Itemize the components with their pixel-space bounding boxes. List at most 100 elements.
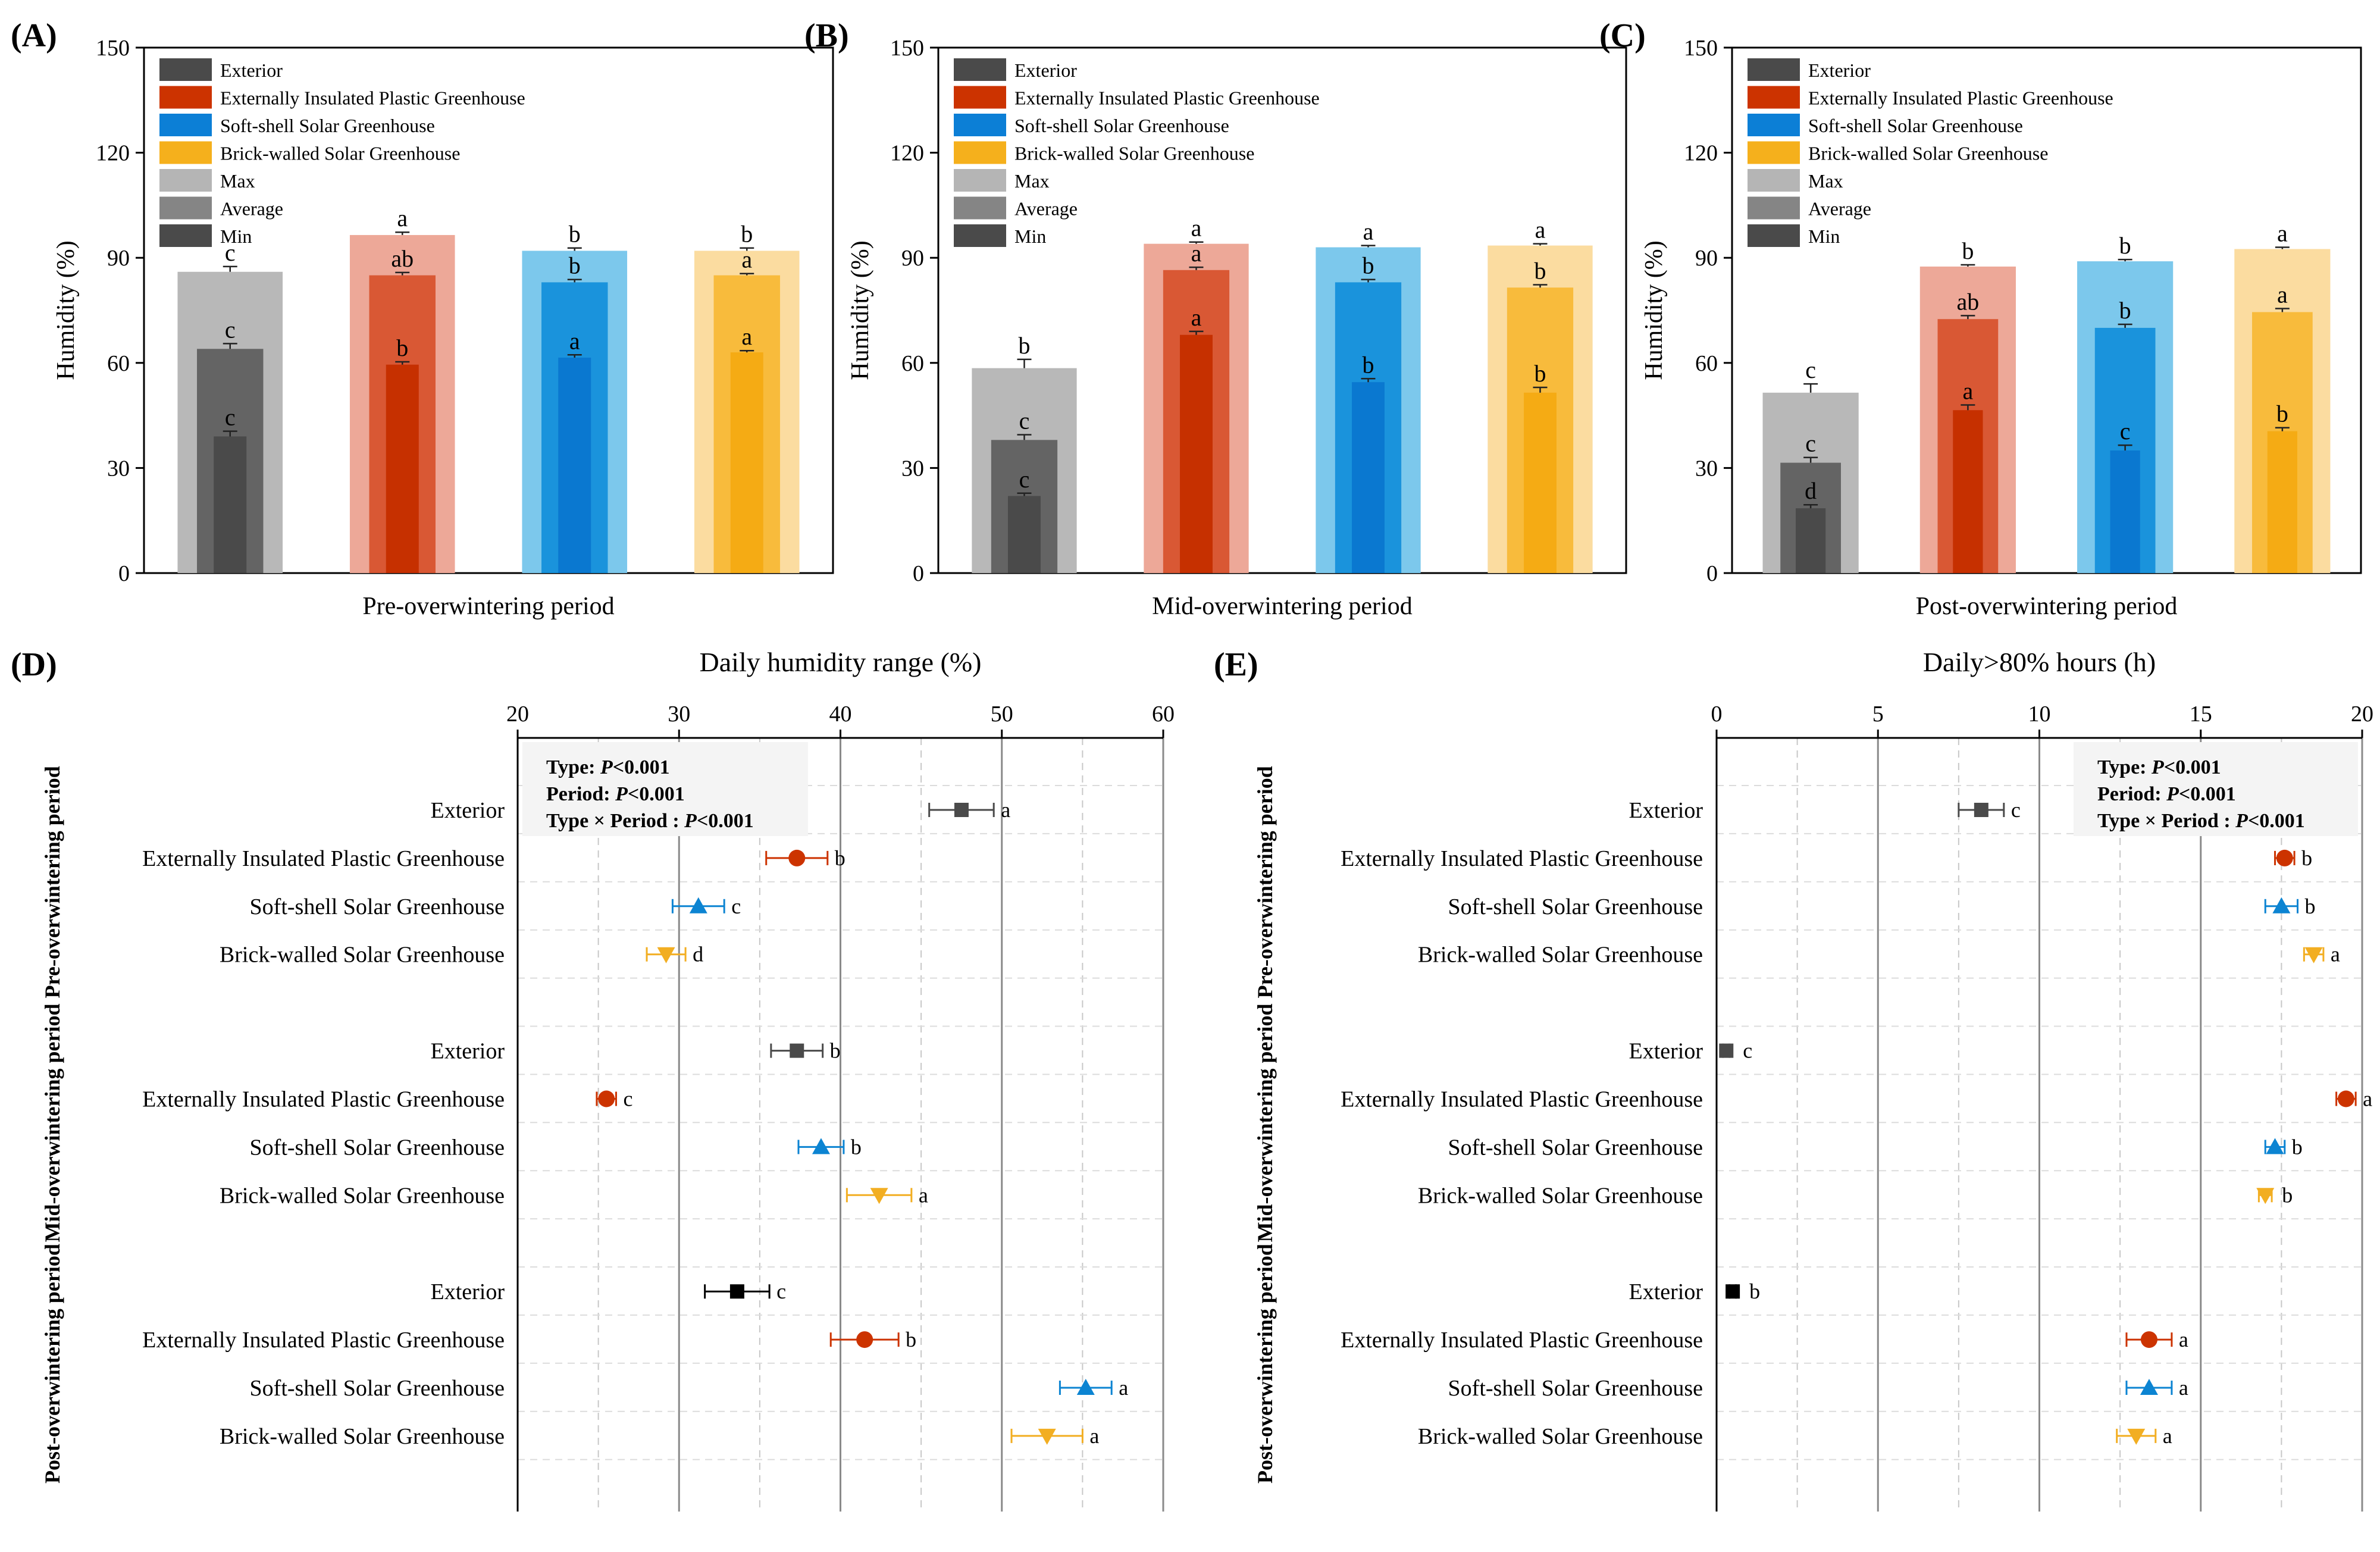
point-group-0: Exterior a Externally Insulated Plastic Gr…	[142, 798, 1010, 968]
legend-label: Externally Insulated Plastic Greenhouse	[1014, 87, 1320, 109]
category-label: Brick-walled Solar Greenhouse	[220, 1424, 505, 1449]
period-labels: Pre-overwintering period Mid-overwinterin…	[40, 766, 64, 1484]
y-tick-label: 90	[107, 246, 130, 271]
x-axis-label: Mid-overwintering period	[1152, 593, 1412, 620]
period-label: Post-overwintering period	[40, 1244, 64, 1484]
significance-letter: a	[2363, 1087, 2372, 1111]
significance-letter: c	[623, 1087, 632, 1111]
significance-letter: a	[2179, 1376, 2188, 1400]
legend-swatch	[1748, 86, 1800, 109]
point-marker	[657, 947, 675, 963]
legend-swatch	[954, 86, 1006, 109]
x-axis-label: Pre-overwintering period	[362, 593, 614, 620]
x-tick-label: 10	[2028, 702, 2051, 727]
legend-swatch	[1748, 58, 1800, 81]
stats-line: Period: P<0.001	[2097, 783, 2236, 805]
category-label: Externally Insulated Plastic Greenhouse	[1341, 846, 1703, 871]
point-marker	[598, 1090, 615, 1107]
category-label: Exterior	[430, 1279, 505, 1304]
bar-group-0: c c c	[177, 239, 283, 573]
significance-letter: a	[397, 205, 408, 231]
bar-min	[1524, 392, 1557, 573]
panel-label: (D)	[11, 646, 57, 683]
legend-label: Brick-walled Solar Greenhouse	[1808, 143, 2048, 164]
bar-panel-b: (B) 0 30 60 90 120 150 Humidity (%) Mid-overwint…	[804, 17, 1627, 620]
point-group-2: Exterior c Externally Insulated Plastic Gr…	[142, 1279, 1128, 1449]
legend-swatch	[1748, 114, 1800, 136]
legend-label: Max	[220, 170, 255, 192]
y-tick-label: 60	[1695, 351, 1718, 376]
scatter-panel-d: (D) Daily humidity range (%) 20 30 40 50 60 Typ…	[11, 646, 1175, 1512]
period-label: Mid-overwintering period	[40, 1003, 64, 1242]
point-marker	[729, 1284, 744, 1299]
point-marker	[2272, 897, 2291, 913]
legend-label: Average	[1014, 198, 1078, 220]
point-marker	[2256, 1188, 2275, 1204]
x-tick-label: 60	[1152, 702, 1175, 727]
bar-min	[386, 364, 419, 573]
legend-label: Average	[1808, 198, 1871, 220]
bar-group-3: baa	[694, 221, 800, 574]
legend: Exterior Externally Insulated Plastic Gre…	[1748, 58, 2113, 247]
legend-label: Brick-walled Solar Greenhouse	[1014, 143, 1254, 164]
point-marker	[1719, 1043, 1734, 1058]
significance-letter: c	[731, 894, 741, 918]
bar-group-2: bb a	[522, 221, 628, 574]
y-tick-label: 150	[96, 36, 130, 61]
bar-panel-c: (C) 0 30 60 90 120 150 Humidity (%) Post-overwin…	[1599, 17, 2362, 620]
point-group-2: Exterior b Externally Insulated Plastic Gr…	[1341, 1279, 2188, 1449]
significance-letter: a	[1119, 1376, 1128, 1400]
legend-swatch	[954, 169, 1006, 192]
panel-label: (A)	[11, 17, 57, 54]
legend-label: Soft-shell Solar Greenhouse	[220, 115, 435, 136]
bar-min	[2110, 450, 2140, 573]
stats-box-bg	[522, 742, 808, 836]
legend-swatch	[159, 58, 212, 81]
legend-swatch	[954, 58, 1006, 81]
significance-letter: a	[1535, 217, 1546, 243]
significance-letter: a	[2277, 281, 2288, 308]
significance-letter: c	[1805, 356, 1816, 383]
category-label: Exterior	[1629, 798, 1703, 823]
period-label: Mid-overwintering period	[1253, 1003, 1277, 1242]
legend-label: Average	[220, 198, 283, 220]
y-tick-label: 30	[1695, 456, 1718, 481]
bar-min	[1008, 496, 1041, 573]
significance-letter: b	[2119, 232, 2131, 259]
stats-line: Type × Period : P<0.001	[546, 810, 754, 832]
significance-letter: a	[741, 323, 752, 350]
y-tick-label: 30	[107, 456, 130, 481]
legend-label: Min	[1808, 226, 1840, 247]
legend-swatch	[159, 141, 212, 164]
bar-group-3: abb	[1488, 217, 1593, 573]
y-tick-label: 150	[890, 36, 924, 61]
x-axis-label: Daily humidity range (%)	[700, 647, 982, 677]
y-tick-label: 90	[1695, 246, 1718, 271]
significance-letter: c	[1805, 430, 1816, 457]
significance-letter: a	[1089, 1424, 1099, 1448]
significance-letter: b	[569, 221, 581, 248]
significance-letter: b	[835, 846, 845, 870]
significance-letter: b	[1363, 351, 1374, 378]
significance-letter: b	[1363, 252, 1374, 279]
significance-letter: a	[919, 1183, 928, 1207]
significance-letter: b	[2292, 1135, 2303, 1159]
category-label: Exterior	[430, 1039, 505, 1064]
significance-letter: a	[2163, 1424, 2172, 1448]
significance-letter: a	[2277, 220, 2288, 247]
significance-letter: b	[2301, 846, 2312, 870]
bar-min	[1796, 508, 1826, 573]
category-label: Brick-walled Solar Greenhouse	[1418, 1424, 1703, 1449]
y-axis-label: Humidity (%)	[52, 240, 80, 380]
point-marker	[1974, 803, 1988, 817]
legend-label: Soft-shell Solar Greenhouse	[1808, 115, 2023, 136]
period-label: Post-overwintering period	[1253, 1244, 1277, 1484]
bar-min	[214, 436, 247, 573]
legend-label: Min	[1014, 226, 1046, 247]
significance-letter: c	[225, 316, 236, 343]
x-tick-label: 0	[1711, 702, 1723, 727]
point-marker	[1038, 1428, 1056, 1445]
category-label: Externally Insulated Plastic Greenhouse	[142, 846, 505, 871]
significance-letter: a	[2331, 943, 2340, 966]
